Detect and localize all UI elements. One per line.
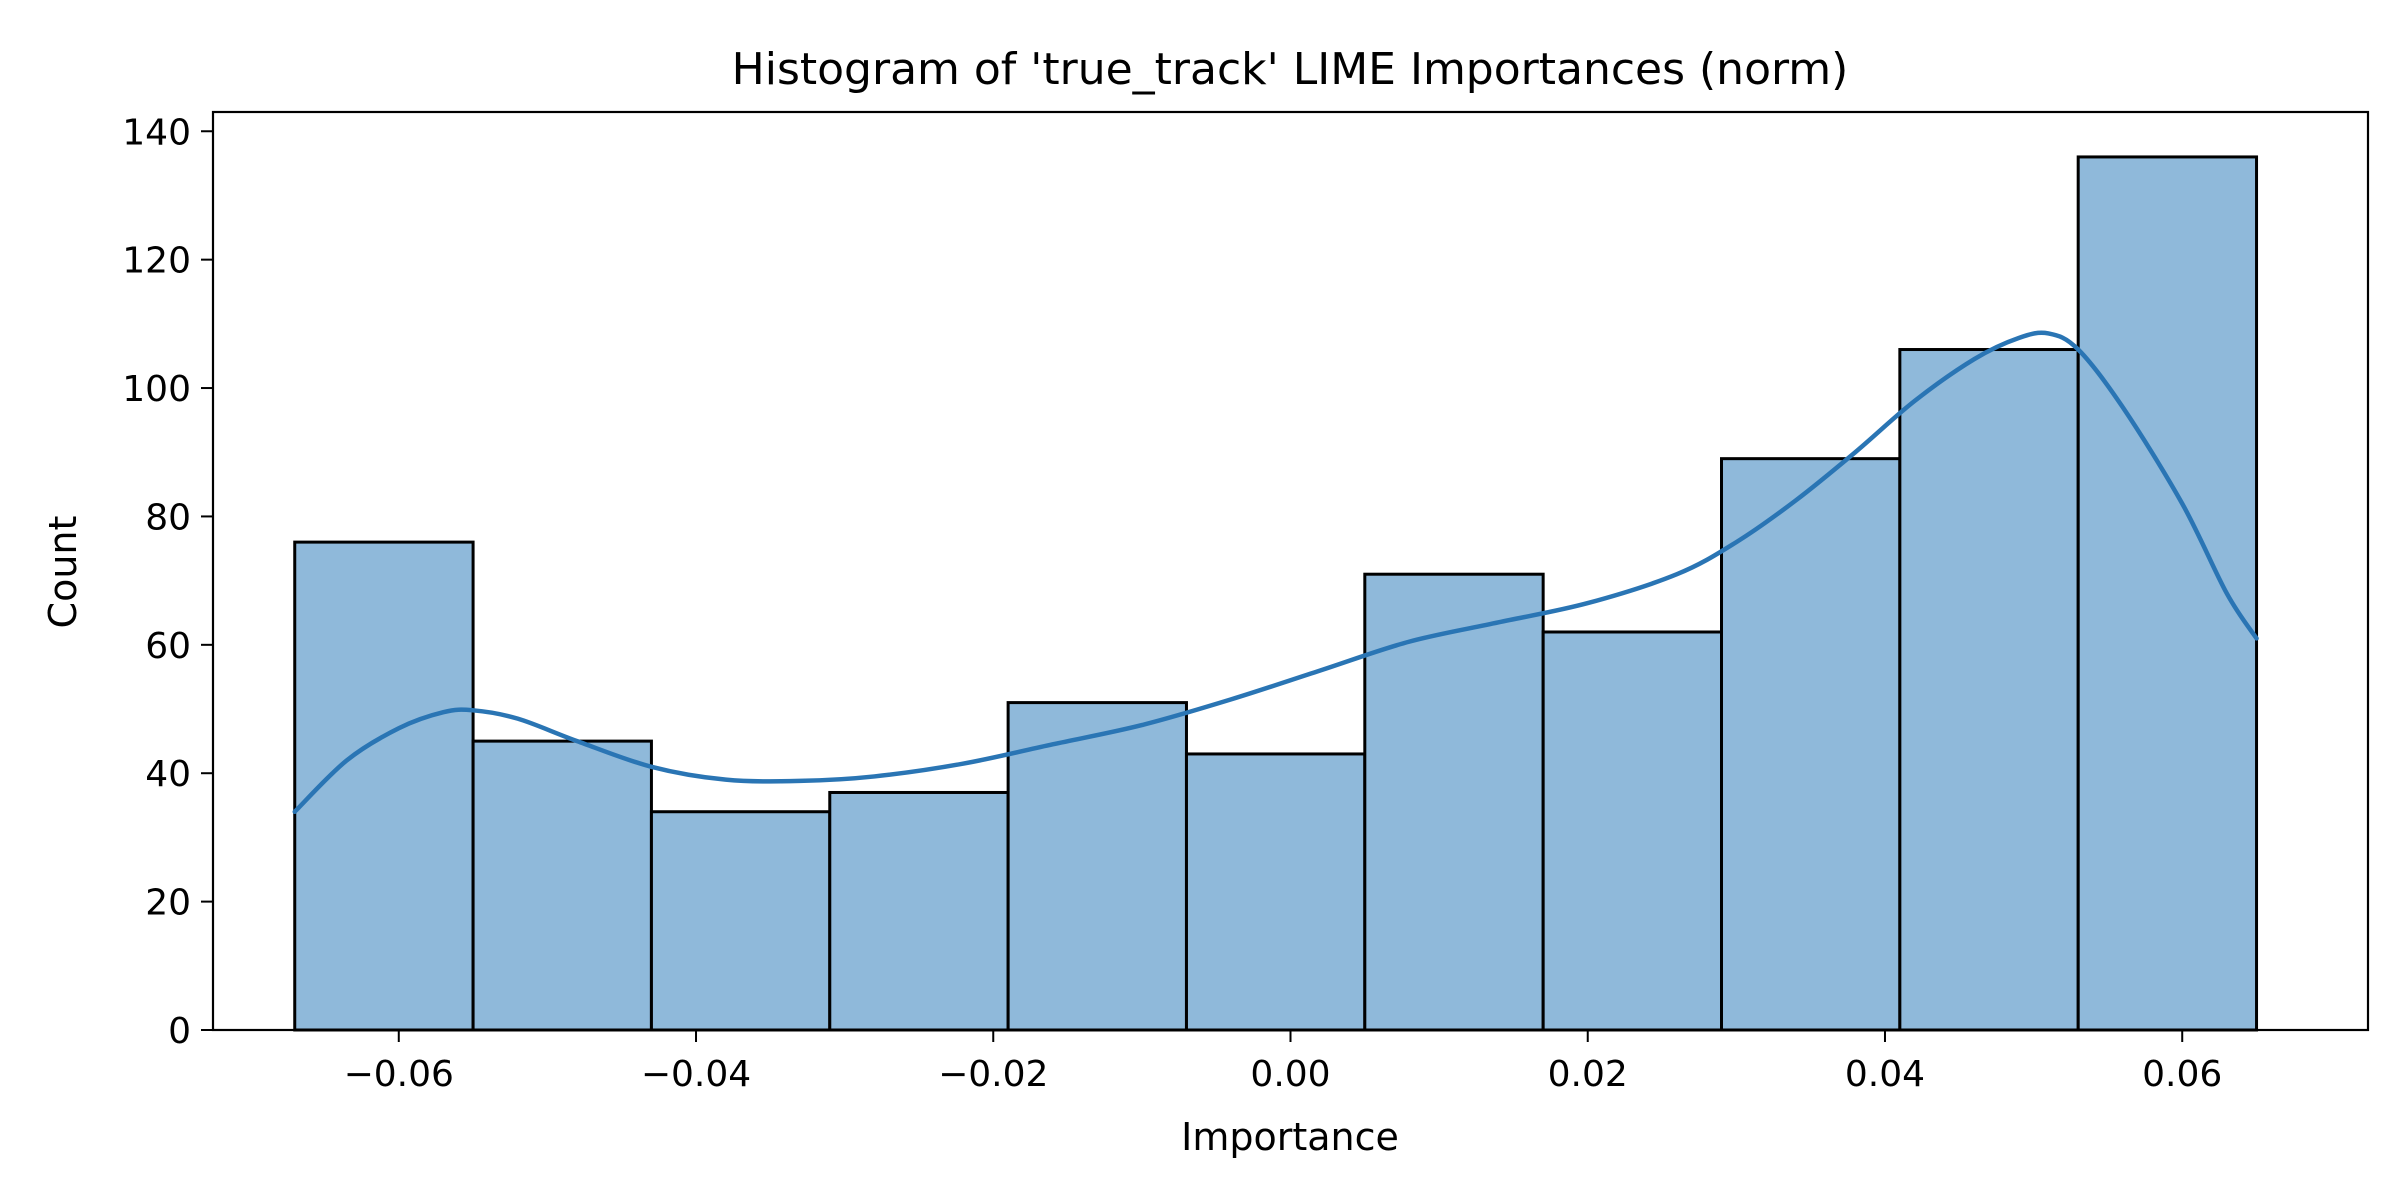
chart-title: Histogram of 'true_track' LIME Importanc… (732, 44, 1849, 95)
y-tick-label: 0 (168, 1011, 191, 1052)
y-tick-label: 80 (145, 497, 191, 538)
histogram-bar (471, 739, 653, 1032)
x-tick-label: −0.04 (641, 1054, 751, 1095)
x-tick-label: 0.06 (2142, 1054, 2222, 1095)
y-tick-label: 20 (145, 883, 191, 924)
y-tick-label: 120 (122, 241, 191, 282)
histogram-bar (1184, 752, 1367, 1032)
x-axis-label: Importance (1181, 1115, 1399, 1159)
y-axis-label: Count (41, 516, 85, 629)
x-axis-ticks: −0.06 −0.04 −0.02 0.00 0.02 0.04 0.06 (344, 1030, 2222, 1095)
histogram-bar (828, 790, 1010, 1032)
bars-group (293, 155, 2259, 1032)
histogram-bar (649, 810, 832, 1032)
y-tick-label: 100 (122, 369, 191, 410)
histogram-bar (2076, 155, 2259, 1032)
x-tick-label: 0.04 (1845, 1054, 1925, 1095)
histogram-bar (1898, 348, 2080, 1032)
x-tick-label: 0.02 (1548, 1054, 1628, 1095)
histogram-bar (1720, 457, 1902, 1032)
kde-curve (292, 330, 2259, 814)
histogram-bar (1541, 630, 1723, 1032)
histogram-bar (1006, 701, 1188, 1032)
y-tick-label: 140 (122, 112, 191, 153)
x-tick-label: −0.02 (938, 1054, 1048, 1095)
x-tick-label: −0.06 (344, 1054, 454, 1095)
y-tick-label: 40 (145, 754, 191, 795)
histogram-bar (293, 540, 475, 1032)
x-tick-label: 0.00 (1250, 1054, 1330, 1095)
y-tick-label: 60 (145, 626, 191, 667)
y-axis-ticks: 0 20 40 60 80 100 120 140 (122, 112, 213, 1052)
histogram-bar (1363, 572, 1545, 1032)
